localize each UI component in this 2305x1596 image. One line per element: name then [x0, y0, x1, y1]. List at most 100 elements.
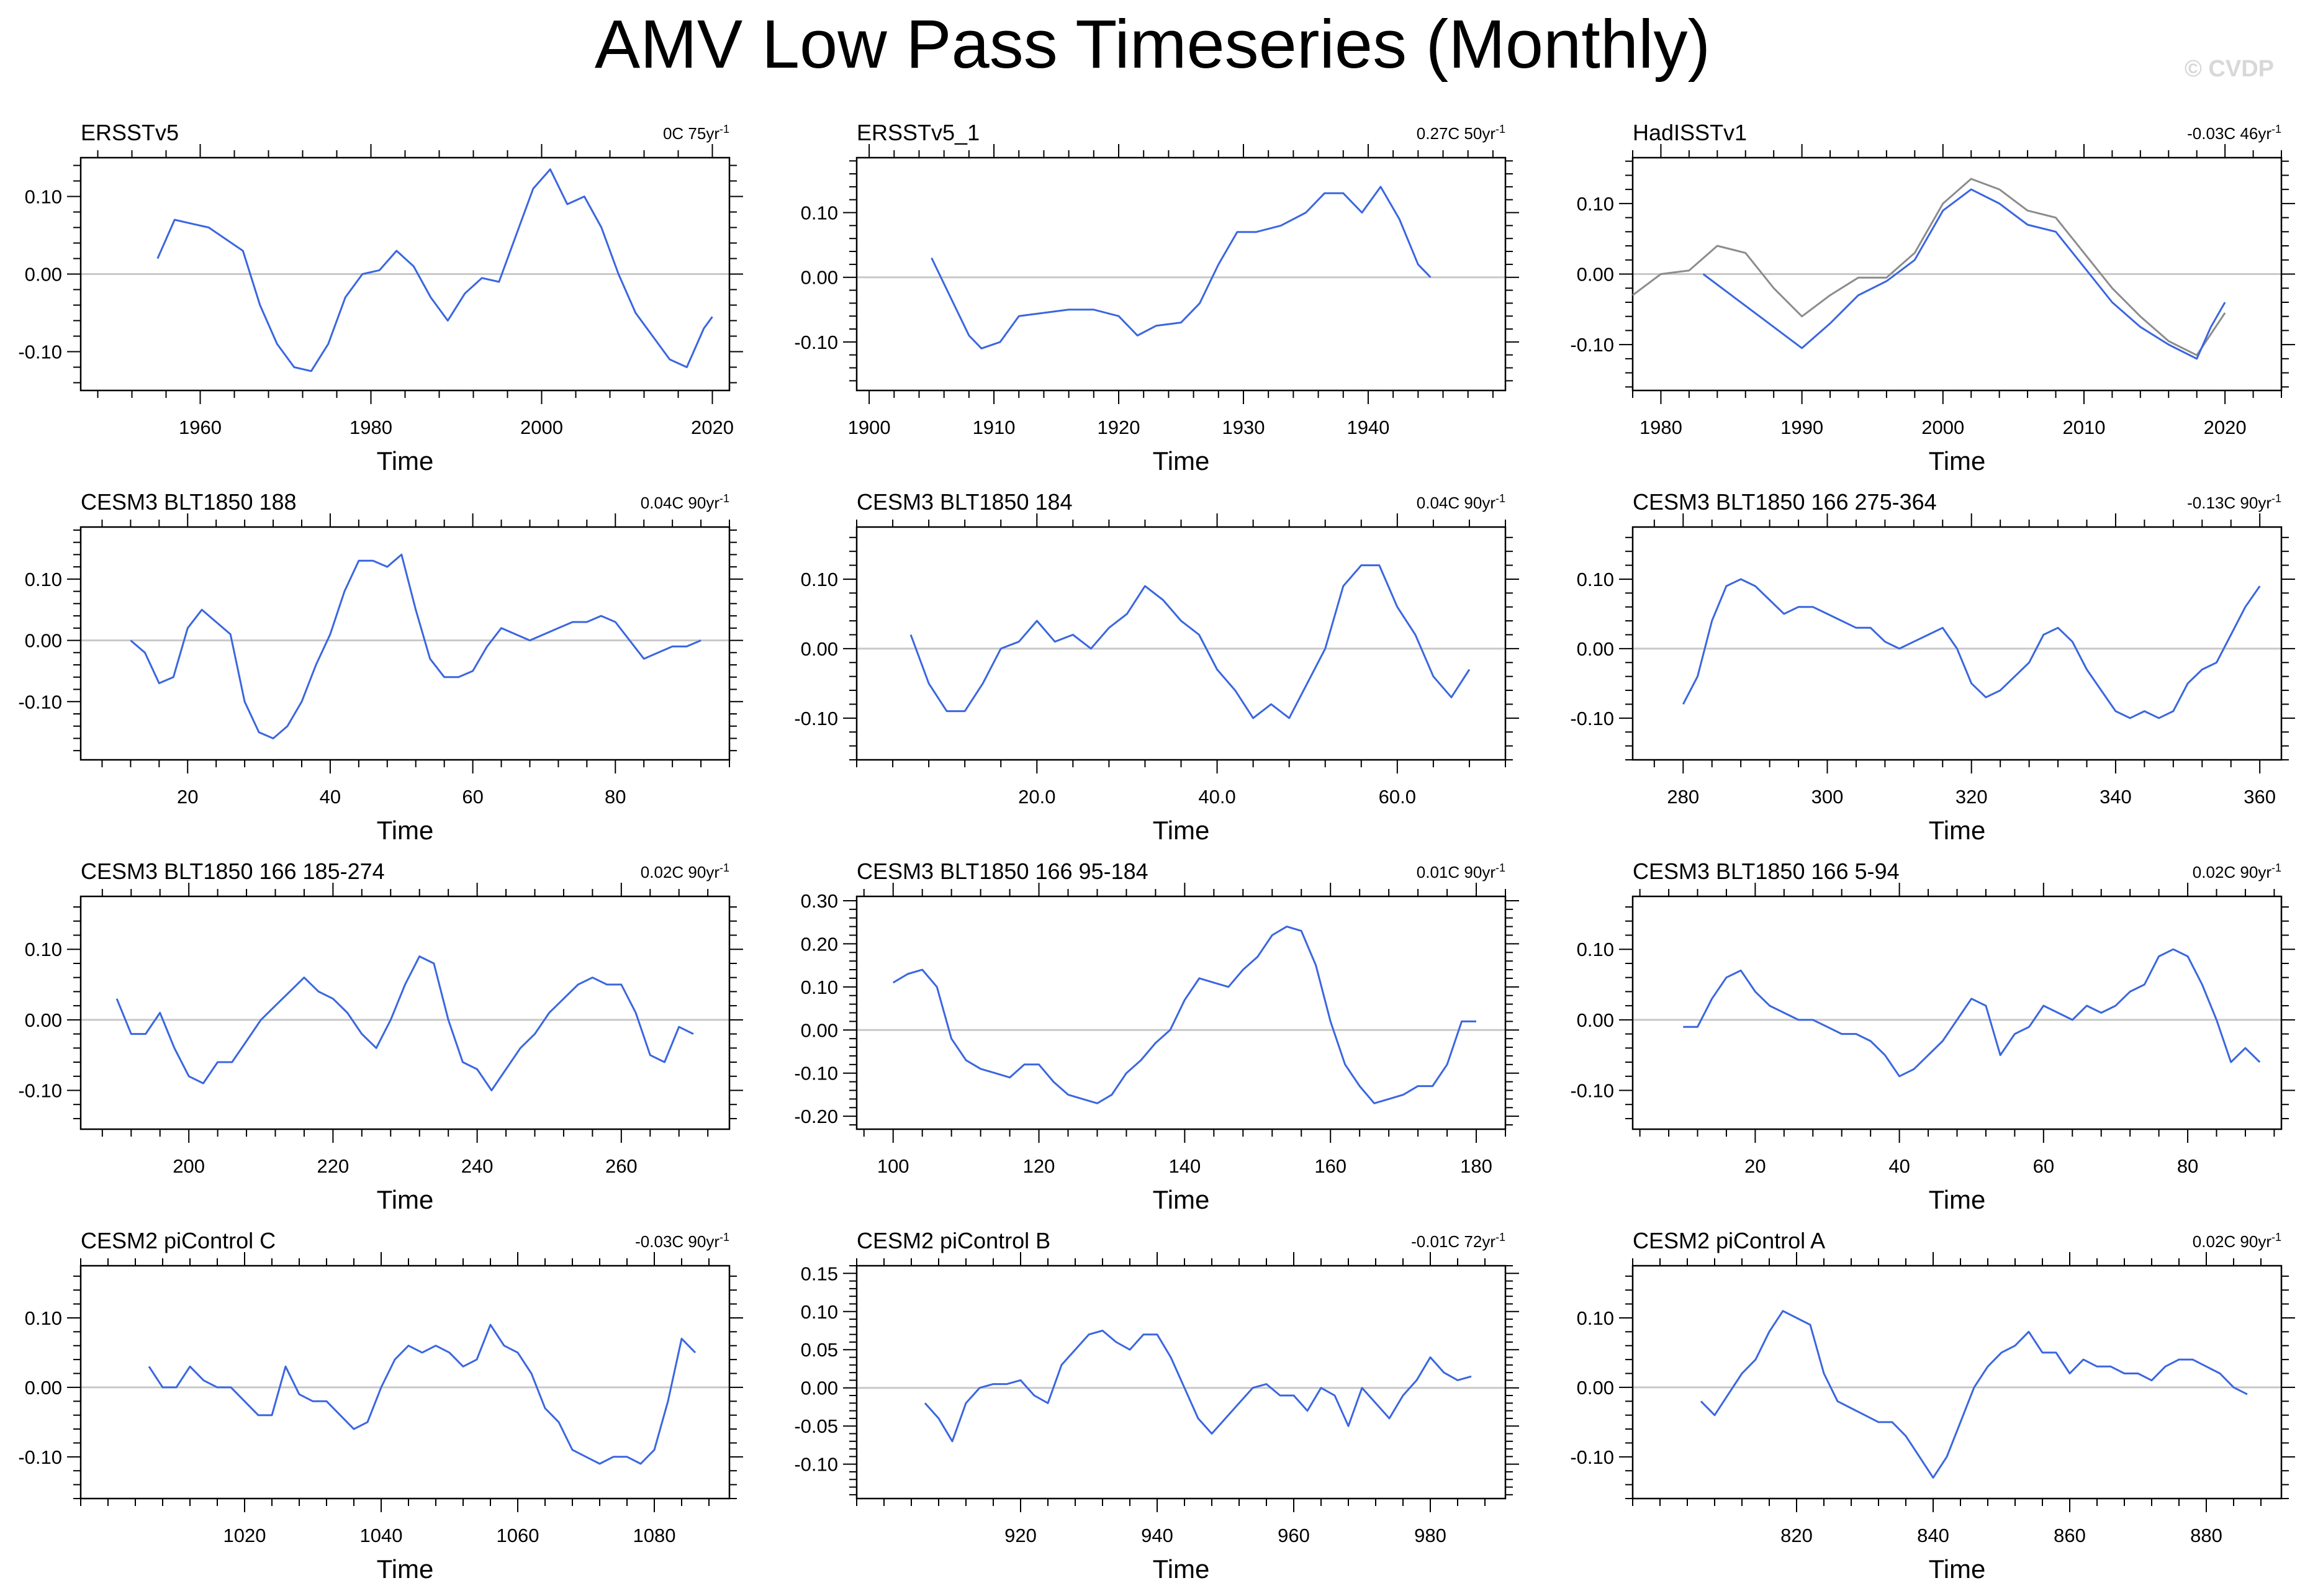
panel-stat: -0.13C 90yr-1	[2187, 492, 2281, 512]
x-tick-label: 200	[173, 1155, 205, 1177]
y-tick-label: 0.00	[1577, 638, 1614, 660]
panel-stat: 0.04C 90yr-1	[1417, 492, 1505, 512]
plot-frame	[79, 895, 731, 1130]
y-tick-label: -0.10	[794, 331, 838, 353]
x-tick-label: 260	[605, 1155, 638, 1177]
y-tick-label: 0.10	[801, 1301, 838, 1323]
chart-panel: CESM3 BLT1850 184 0.04C 90yr-1 -0.10 0.00 0.…	[794, 489, 1519, 845]
series-line	[130, 553, 701, 739]
series-line	[1702, 188, 2226, 360]
y-tick-label: -0.10	[18, 1446, 62, 1468]
panel-title: ERSSTv5	[81, 120, 179, 145]
x-axis-label: Time	[377, 816, 434, 845]
y-tick-label: -0.10	[1570, 708, 1614, 729]
x-axis-label: Time	[1153, 1554, 1210, 1584]
y-tick-label: -0.10	[1570, 1446, 1614, 1468]
y-tick-label: 0.20	[801, 933, 838, 955]
panel-title: CESM3 BLT1850 188	[81, 489, 297, 515]
panel-title: CESM3 BLT1850 166 95-184	[857, 859, 1148, 884]
x-tick-label: 1020	[223, 1525, 266, 1546]
x-axis-label: Time	[377, 1554, 434, 1584]
chart-panel: CESM3 BLT1850 166 275-364 -0.13C 90yr-1 -0…	[1570, 489, 2295, 845]
y-tick-label: 0.30	[801, 890, 838, 912]
x-tick-label: 20	[177, 786, 198, 808]
y-tick-label: -0.10	[794, 1454, 838, 1476]
y-tick-label: 0.10	[801, 202, 838, 224]
x-tick-label: 2020	[2204, 417, 2247, 438]
x-tick-label: 880	[2190, 1525, 2222, 1546]
panel-stat: -0.01C 72yr-1	[1411, 1231, 1505, 1251]
panel-title: ERSSTv5_1	[857, 120, 980, 145]
plot-frame	[1631, 526, 2283, 761]
y-tick-label: 0.00	[1577, 264, 1614, 286]
y-tick-label: 0.10	[25, 569, 62, 590]
x-tick-label: 20.0	[1018, 786, 1055, 808]
x-axis-label: Time	[1929, 446, 1986, 476]
x-tick-label: 1930	[1222, 417, 1265, 438]
plot-frame	[79, 526, 731, 761]
panel-title: CESM3 BLT1850 184	[857, 489, 1073, 515]
y-tick-label: -0.10	[18, 341, 62, 363]
x-axis-label: Time	[1929, 1185, 1986, 1214]
x-tick-label: 280	[1667, 786, 1699, 808]
series-line	[115, 955, 694, 1091]
y-tick-label: 0.10	[1577, 939, 1614, 960]
y-tick-label: 0.10	[25, 939, 62, 960]
stat-superscript: -1	[2271, 123, 2281, 135]
panel-stat: 0.02C 90yr-1	[2193, 1231, 2281, 1251]
panel-stat: 0.04C 90yr-1	[641, 492, 729, 512]
panel-stat: 0C 75yr-1	[663, 123, 729, 143]
x-tick-label: 820	[1780, 1525, 1813, 1546]
x-axis-label: Time	[377, 446, 434, 476]
panel-stat: 0.02C 90yr-1	[641, 862, 729, 881]
stat-superscript: -1	[2271, 862, 2281, 874]
chart-panel: CESM2 piControl B -0.01C 72yr-1 -0.10 -0.05…	[794, 1228, 1519, 1584]
stat-superscript: -1	[1495, 123, 1505, 135]
panel-stat: 0.02C 90yr-1	[2193, 862, 2281, 881]
y-tick-label: 0.00	[25, 1377, 62, 1399]
x-tick-label: 220	[317, 1155, 350, 1177]
y-tick-label: 0.10	[1577, 193, 1614, 215]
stat-superscript: -1	[719, 492, 729, 505]
stat-superscript: -1	[1495, 1231, 1505, 1243]
stat-superscript: -1	[1495, 862, 1505, 874]
x-tick-label: 960	[1278, 1525, 1310, 1546]
x-tick-label: 60	[462, 786, 483, 808]
x-tick-label: 1920	[1098, 417, 1140, 438]
series-line	[931, 186, 1432, 349]
x-tick-label: 100	[877, 1155, 909, 1177]
y-tick-label: 0.05	[801, 1339, 838, 1361]
panel-stat: 0.27C 50yr-1	[1417, 123, 1505, 143]
y-tick-label: 0.00	[25, 264, 62, 286]
x-tick-label: 80	[605, 786, 626, 808]
y-tick-label: -0.10	[18, 691, 62, 713]
x-tick-label: 2000	[1921, 417, 1964, 438]
panel-title: CESM3 BLT1850 166 185-274	[81, 859, 385, 884]
x-tick-label: 1940	[1346, 417, 1389, 438]
x-axis-label: Time	[1153, 816, 1210, 845]
chart-panel: CESM3 BLT1850 166 5-94 0.02C 90yr-1 -0.10 0…	[1570, 859, 2295, 1214]
x-tick-label: 2000	[520, 417, 563, 438]
stat-superscript: -1	[719, 123, 729, 135]
series-line	[156, 168, 713, 372]
chart-panel: CESM3 BLT1850 166 95-184 0.01C 90yr-1 -0.2…	[794, 859, 1519, 1214]
plot-frame	[855, 526, 1507, 761]
plot-frame	[855, 1265, 1507, 1500]
y-tick-label: 0.10	[1577, 1307, 1614, 1329]
chart-panel: HadISSTv1 -0.03C 46yr-1 -0.10 0.00 0.10 1980 1…	[1570, 120, 2295, 476]
stat-superscript: -1	[719, 862, 729, 874]
y-tick-label: 0.00	[1577, 1377, 1614, 1399]
x-tick-label: 140	[1169, 1155, 1201, 1177]
x-tick-label: 2020	[691, 417, 734, 438]
chart-panel: CESM2 piControl C -0.03C 90yr-1 -0.10 0.00 0…	[18, 1228, 743, 1584]
plot-frame	[1631, 895, 2283, 1130]
plot-frame	[855, 156, 1507, 392]
panel-title: CESM2 piControl A	[1633, 1228, 1825, 1253]
plot-frame	[1631, 1265, 2283, 1500]
stat-superscript: -1	[2271, 492, 2281, 505]
x-tick-label: 1040	[360, 1525, 403, 1546]
x-tick-label: 340	[2100, 786, 2132, 808]
y-tick-label: -0.10	[18, 1080, 62, 1102]
panel-stat: -0.03C 90yr-1	[635, 1231, 729, 1251]
